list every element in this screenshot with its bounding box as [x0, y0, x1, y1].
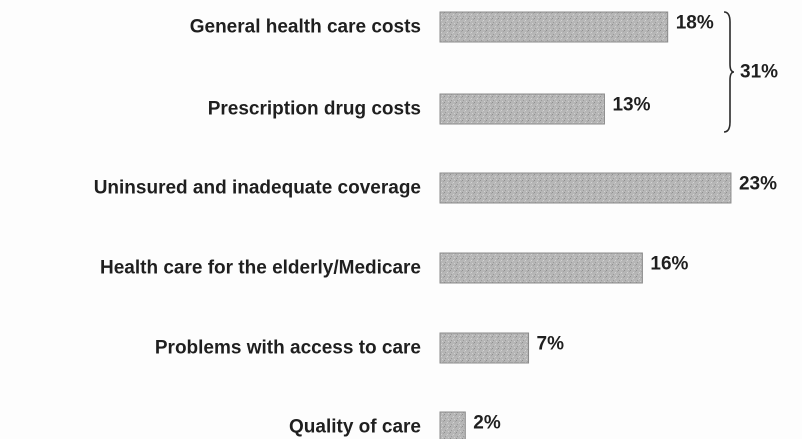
group-annotation: 31%: [723, 11, 778, 133]
category-label-general-health-care-costs: General health care costs: [190, 17, 421, 38]
bar-health-care-for-the-elderly-medicare: [439, 252, 643, 284]
value-label-prescription-drug-costs: 13%: [612, 95, 650, 116]
bars: [439, 11, 732, 439]
bar-quality-of-care: [439, 411, 466, 439]
value-label-uninsured-and-inadequate-coverage: 23%: [739, 174, 777, 195]
value-label-quality-of-care: 2%: [473, 413, 501, 434]
value-label-problems-with-access-to-care: 7%: [537, 334, 565, 355]
bar-problems-with-access-to-care: [439, 332, 530, 364]
value-label-health-care-for-the-elderly-medicare: 16%: [650, 254, 688, 275]
bar-general-health-care-costs: [439, 11, 669, 43]
category-labels: General health care costs Prescription dr…: [94, 17, 421, 438]
category-label-prescription-drug-costs: Prescription drug costs: [208, 99, 421, 120]
bar-prescription-drug-costs: [439, 93, 605, 125]
category-label-problems-with-access-to-care: Problems with access to care: [155, 338, 421, 359]
value-labels: 18% 13% 23% 16% 7% 2%: [473, 13, 777, 434]
annotation-label-0: 31%: [740, 62, 778, 83]
brace: [723, 11, 735, 133]
bar-uninsured-and-inadequate-coverage: [439, 172, 732, 204]
category-label-health-care-for-the-elderly-medicare: Health care for the elderly/Medicare: [100, 258, 421, 279]
value-label-general-health-care-costs: 18%: [676, 13, 714, 34]
category-label-uninsured-and-inadequate-coverage: Uninsured and inadequate coverage: [94, 178, 421, 199]
category-label-quality-of-care: Quality of care: [289, 417, 421, 438]
